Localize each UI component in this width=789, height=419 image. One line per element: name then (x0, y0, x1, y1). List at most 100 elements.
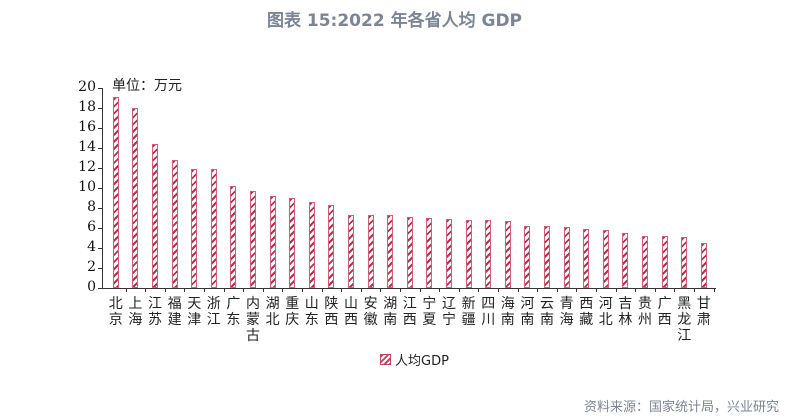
y-tick (98, 88, 102, 89)
y-tick-label: 18 (78, 99, 96, 115)
bar (583, 229, 590, 288)
y-tick-label: 0 (87, 279, 96, 295)
y-tick (98, 108, 102, 109)
x-tick (125, 288, 127, 292)
source-note: 资料来源：国家统计局，兴业研究 (583, 400, 779, 415)
x-tick (694, 288, 695, 292)
bar (406, 217, 413, 288)
x-tick (615, 288, 617, 292)
x-tick (341, 288, 343, 292)
x-tick (576, 288, 578, 292)
bar (269, 196, 276, 288)
bar (171, 160, 178, 288)
y-tick (98, 188, 102, 189)
x-tick-label: 甘肃 (696, 296, 711, 328)
x-tick-label: 青海 (559, 296, 574, 328)
x-tick (674, 288, 676, 292)
x-tick-label: 宁夏 (422, 296, 437, 328)
x-tick (419, 288, 421, 292)
y-tick-label: 20 (78, 79, 96, 95)
x-tick-label: 江苏 (148, 296, 162, 328)
y-tick (98, 128, 102, 129)
x-tick (556, 288, 558, 292)
x-tick-label: 陕西 (324, 296, 339, 328)
bar (387, 215, 394, 288)
x-tick (302, 288, 303, 292)
y-tick-label: 12 (78, 159, 96, 175)
x-tick (713, 288, 715, 292)
bar (191, 169, 198, 288)
x-tick-label: 天津 (187, 296, 202, 328)
bar (524, 226, 531, 288)
bar (661, 236, 668, 288)
x-tick-label: 河北 (598, 296, 613, 328)
x-tick (223, 288, 225, 292)
x-tick-label: 浙江 (206, 296, 221, 328)
x-tick (517, 288, 519, 292)
x-tick (439, 288, 441, 292)
bar (112, 97, 119, 288)
legend: 人均GDP (380, 350, 449, 369)
bar (602, 230, 609, 288)
x-tick-label: 吉林 (618, 296, 633, 328)
y-tick (98, 208, 102, 209)
x-tick (498, 288, 499, 292)
y-tick (98, 248, 102, 249)
x-tick (654, 288, 656, 292)
legend-swatch-icon (380, 354, 391, 365)
bar (348, 215, 354, 288)
bar (250, 191, 256, 288)
bar (681, 237, 688, 288)
x-tick-label: 内蒙古 (246, 296, 260, 344)
bar (230, 186, 237, 288)
x-tick-label: 福建 (167, 296, 182, 328)
legend-label: 人均GDP (395, 354, 449, 369)
y-tick (98, 268, 102, 269)
x-tick-label: 新疆 (461, 296, 476, 328)
y-tick-label: 10 (78, 179, 96, 195)
x-tick-label: 辽宁 (442, 296, 456, 328)
bar (642, 236, 648, 288)
x-tick-label: 黑龙江 (677, 296, 692, 344)
y-tick (98, 148, 102, 149)
bar (308, 202, 315, 288)
x-tick-label: 四川 (481, 296, 496, 328)
x-tick (184, 288, 186, 292)
bar (504, 221, 511, 288)
x-tick (380, 288, 382, 292)
x-tick-label: 广东 (226, 296, 241, 328)
y-tick (98, 228, 102, 229)
bar (367, 215, 374, 288)
x-tick (145, 288, 147, 292)
x-tick (596, 288, 597, 292)
x-tick-label: 上海 (128, 296, 143, 328)
x-tick-label: 北京 (108, 296, 123, 328)
bar (465, 220, 472, 288)
bar (132, 108, 139, 288)
bar (485, 220, 492, 288)
bar (328, 205, 335, 288)
x-tick (282, 288, 284, 292)
bar (289, 198, 296, 288)
y-tick-label: 4 (87, 239, 96, 255)
y-axis (102, 88, 103, 289)
x-tick (164, 288, 166, 292)
bar (700, 243, 707, 288)
chart-title: 图表 15:2022 年各省人均 GDP (266, 11, 523, 31)
x-tick-label: 西藏 (579, 296, 594, 328)
x-tick-label: 山西 (344, 296, 358, 328)
x-tick (478, 288, 480, 292)
x-tick (321, 288, 323, 292)
bar (544, 226, 550, 288)
x-tick-label: 安徽 (363, 296, 378, 328)
x-tick (458, 288, 460, 292)
y-tick-label: 8 (87, 199, 96, 215)
x-axis (102, 288, 716, 289)
x-tick-label: 云南 (540, 296, 554, 328)
bar (446, 219, 452, 288)
x-tick (635, 288, 637, 292)
x-tick (262, 288, 264, 292)
y-tick-label: 2 (87, 259, 96, 275)
x-tick-label: 山东 (304, 296, 319, 328)
